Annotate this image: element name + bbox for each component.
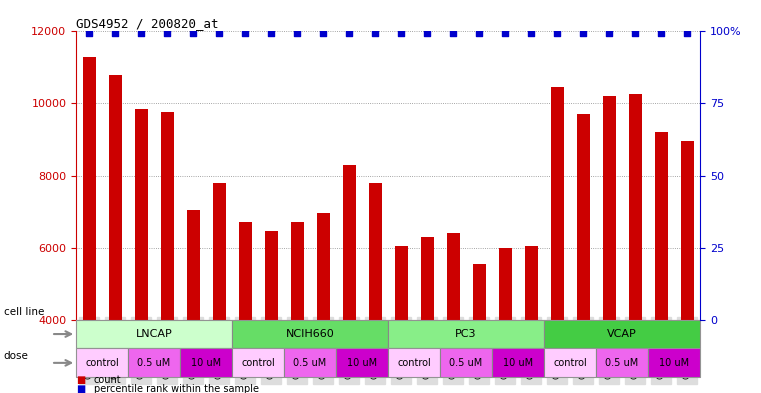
Point <box>551 30 563 36</box>
Point <box>109 30 121 36</box>
Bar <box>109 75 122 320</box>
Point <box>83 30 95 36</box>
Bar <box>648 349 700 377</box>
Point <box>655 30 667 36</box>
Bar <box>76 320 232 349</box>
Text: cell line: cell line <box>4 307 44 318</box>
Point <box>343 30 355 36</box>
Bar <box>76 349 128 377</box>
Point <box>187 30 199 36</box>
Bar <box>388 320 544 349</box>
Point <box>317 30 330 36</box>
Point <box>369 30 381 36</box>
Text: control: control <box>241 358 275 368</box>
Bar <box>492 349 544 377</box>
Text: 10 uM: 10 uM <box>659 358 689 368</box>
Text: GDS4952 / 200820_at: GDS4952 / 200820_at <box>76 17 218 30</box>
Text: 10 uM: 10 uM <box>191 358 221 368</box>
Point <box>447 30 459 36</box>
Bar <box>265 231 278 320</box>
Text: count: count <box>94 375 121 385</box>
Text: ■: ■ <box>76 384 85 393</box>
Text: control: control <box>85 358 119 368</box>
Bar <box>135 109 148 320</box>
Text: 10 uM: 10 uM <box>503 358 533 368</box>
Bar <box>232 320 388 349</box>
Bar <box>128 349 180 377</box>
Bar <box>186 210 199 320</box>
Bar <box>368 183 381 320</box>
Text: dose: dose <box>4 351 29 361</box>
Point <box>161 30 174 36</box>
Point <box>239 30 251 36</box>
Bar <box>388 349 440 377</box>
Bar <box>342 165 355 320</box>
Text: 0.5 uM: 0.5 uM <box>138 358 170 368</box>
Bar <box>284 349 336 377</box>
Point <box>603 30 615 36</box>
Bar <box>680 141 693 320</box>
Bar <box>161 112 174 320</box>
Bar <box>421 237 434 320</box>
Text: 10 uM: 10 uM <box>347 358 377 368</box>
Bar <box>291 222 304 320</box>
Text: 0.5 uM: 0.5 uM <box>294 358 326 368</box>
Bar <box>239 222 252 320</box>
Bar <box>180 349 232 377</box>
Text: 0.5 uM: 0.5 uM <box>606 358 638 368</box>
Bar <box>317 213 330 320</box>
Point <box>577 30 589 36</box>
Bar <box>395 246 408 320</box>
Bar <box>551 87 564 320</box>
Point <box>265 30 277 36</box>
Bar <box>603 96 616 320</box>
Text: PC3: PC3 <box>455 329 477 339</box>
Bar <box>212 183 225 320</box>
Bar <box>473 264 486 320</box>
Bar <box>232 349 284 377</box>
Point <box>473 30 486 36</box>
Bar <box>498 248 511 320</box>
Point <box>291 30 303 36</box>
Bar <box>629 94 642 320</box>
Point <box>681 30 693 36</box>
Bar <box>596 349 648 377</box>
Point <box>499 30 511 36</box>
Text: NCIH660: NCIH660 <box>285 329 335 339</box>
Text: ■: ■ <box>76 375 85 385</box>
Text: control: control <box>397 358 431 368</box>
Bar <box>336 349 388 377</box>
Bar <box>544 349 596 377</box>
Point <box>135 30 147 36</box>
Bar <box>524 246 537 320</box>
Point <box>395 30 407 36</box>
Text: VCAP: VCAP <box>607 329 637 339</box>
Point <box>525 30 537 36</box>
Text: control: control <box>553 358 587 368</box>
Text: LNCAP: LNCAP <box>135 329 173 339</box>
Text: 0.5 uM: 0.5 uM <box>450 358 482 368</box>
Point <box>213 30 225 36</box>
Bar <box>577 114 590 320</box>
Point <box>421 30 433 36</box>
Bar <box>544 320 700 349</box>
Bar <box>654 132 667 320</box>
Bar <box>83 57 96 320</box>
Point <box>629 30 642 36</box>
Bar <box>440 349 492 377</box>
Text: percentile rank within the sample: percentile rank within the sample <box>94 384 259 393</box>
Bar <box>447 233 460 320</box>
